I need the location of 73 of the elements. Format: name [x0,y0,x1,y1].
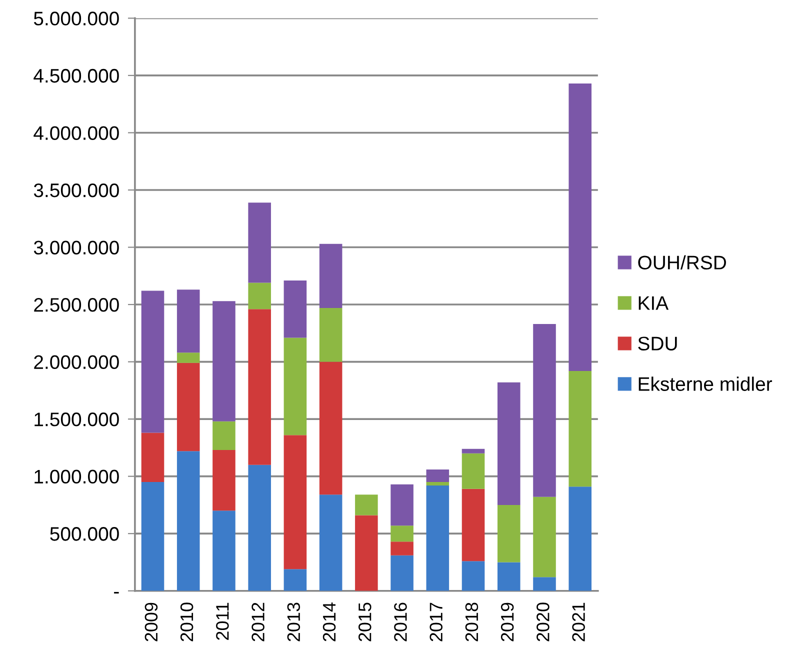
bar [462,488,485,562]
x-tick-label: 2019 [500,602,514,642]
bar [355,494,378,516]
bar [141,290,164,433]
x-tick-label: 2016 [394,602,407,642]
bar [462,448,485,454]
bar [426,469,450,482]
y-tick-label: 500.000 [50,527,119,541]
bar [319,308,342,362]
bar [176,451,200,591]
bar [248,464,271,591]
bar [141,482,164,591]
x-tick-label: 2018 [465,602,478,642]
y-tick-label: 2.500.000 [34,298,119,312]
y-tick-label: 3.500.000 [34,183,119,198]
bar [390,542,414,556]
bar [568,370,592,487]
x-tick-label: 2011 [216,602,229,640]
legend-label: SDU [638,336,677,350]
legend-label: OUH/RSD [638,255,726,270]
bar [462,453,485,489]
legend-label: KIA [638,296,669,310]
bar [355,515,378,591]
y-tick-label: 2.000.000 [34,355,119,370]
bar [426,482,450,486]
bar [248,202,271,283]
bar [497,562,520,591]
bar [319,494,342,591]
x-tick-label: 2013 [287,602,300,642]
bar [212,450,236,511]
bar [462,561,485,591]
x-tick-label: 2010 [180,602,194,642]
bar [212,421,236,450]
bar [212,510,236,591]
bar [248,282,271,310]
bar [568,83,592,371]
bar [176,352,200,363]
bar [319,362,342,495]
y-tick-label: 1.000.000 [34,470,119,484]
bar [390,555,414,591]
bar [248,309,271,465]
y-tick-label: 5.000.000 [34,12,119,26]
bar [497,504,520,562]
y-tick-label: 1.500.000 [34,412,119,426]
bar [176,362,200,452]
bar [533,496,556,578]
bar [176,290,200,353]
y-tick-label: 4.500.000 [34,68,119,83]
bar [568,486,592,591]
y-tick-label: - [114,592,119,594]
x-tick-label: 2021 [572,602,585,642]
x-tick-label: 2009 [144,602,158,642]
x-tick-label: 2012 [252,602,264,642]
bar [390,526,414,542]
bar [319,244,342,308]
legend-label: Eksterne midler [638,376,772,391]
bar [284,338,307,436]
y-tick-label: 3.000.000 [34,240,119,254]
bar [284,569,307,591]
bar [533,577,556,591]
x-tick-label: 2014 [322,602,336,642]
x-tick-label: 2017 [430,602,443,642]
bar [284,280,307,338]
bar [141,432,164,482]
bar [533,324,556,497]
x-tick-label: 2015 [358,602,372,642]
bar [284,435,307,570]
x-tick-label: 2020 [536,602,550,642]
bar [212,301,236,422]
bar [390,484,414,526]
bar [426,485,450,591]
y-tick-label: 4.000.000 [34,126,119,140]
bar [497,382,520,505]
